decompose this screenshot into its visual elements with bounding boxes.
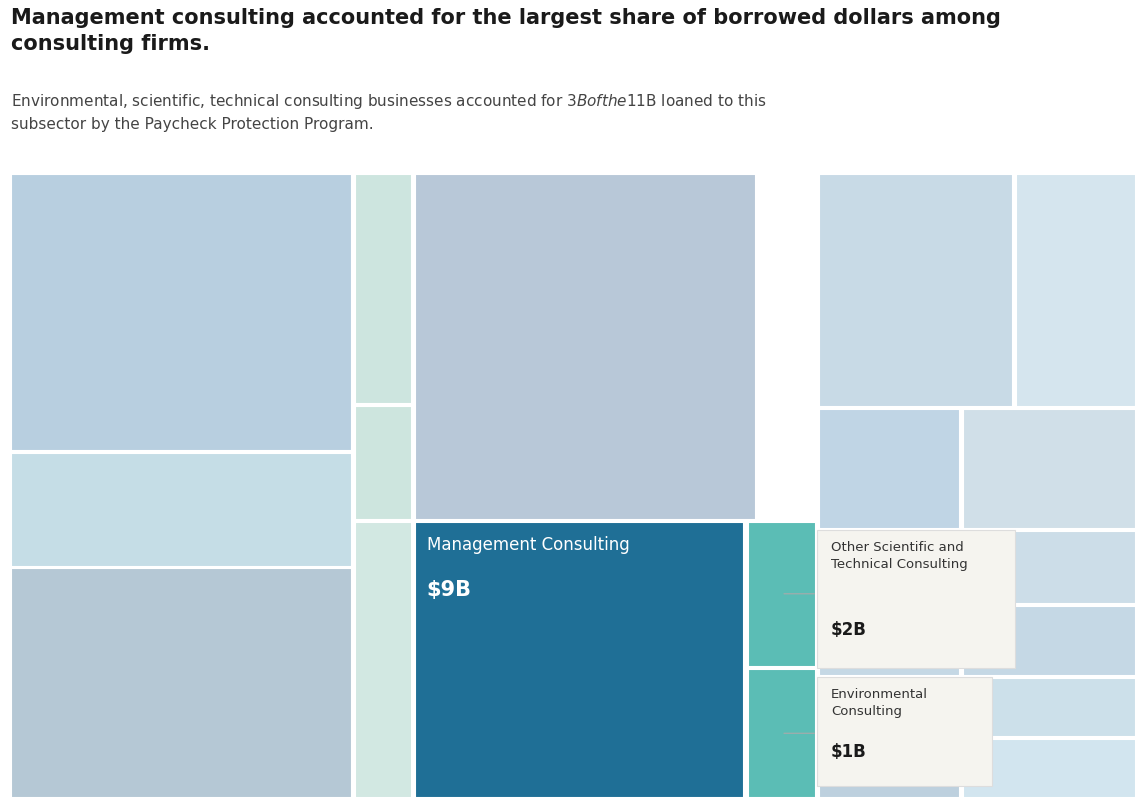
Text: $2B: $2B	[830, 621, 867, 639]
FancyBboxPatch shape	[818, 530, 1015, 667]
Text: Other Scientific and
Technical Consulting: Other Scientific and Technical Consultin…	[830, 541, 968, 571]
Bar	[356, 406, 412, 520]
Bar	[819, 174, 1013, 407]
Text: Management Consulting: Management Consulting	[427, 537, 630, 554]
Bar	[963, 409, 1137, 529]
Bar	[356, 521, 412, 798]
Bar	[819, 409, 960, 529]
Text: Environmental
Consulting: Environmental Consulting	[830, 688, 928, 718]
Bar	[748, 521, 816, 667]
Bar	[10, 174, 352, 451]
Bar	[1016, 174, 1137, 407]
FancyBboxPatch shape	[818, 677, 992, 786]
Bar	[963, 739, 1137, 798]
Text: $9B: $9B	[427, 580, 471, 600]
Text: Management consulting accounted for the largest share of borrowed dollars among
: Management consulting accounted for the …	[11, 8, 1001, 54]
Bar	[963, 531, 1137, 604]
Bar	[963, 678, 1137, 738]
Bar	[356, 174, 412, 404]
Bar	[415, 174, 756, 520]
Bar	[963, 606, 1137, 676]
Bar	[10, 453, 352, 567]
Bar	[415, 521, 744, 798]
Bar	[819, 531, 960, 676]
Bar	[819, 678, 960, 798]
Text: Environmental, scientific, technical consulting businesses accounted for $3B of : Environmental, scientific, technical con…	[11, 93, 767, 132]
Text: $1B: $1B	[830, 743, 867, 762]
Bar	[10, 568, 352, 798]
Bar	[748, 668, 816, 798]
